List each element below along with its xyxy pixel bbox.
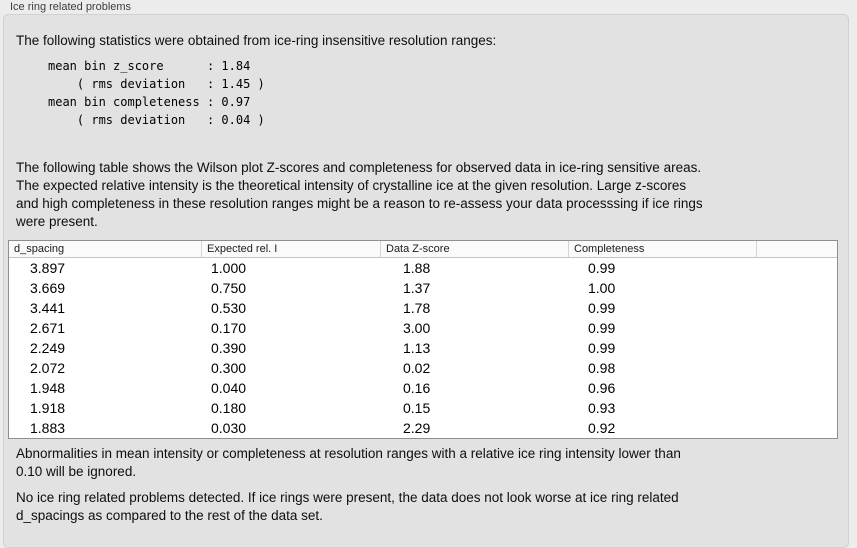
- table-row[interactable]: 2.671 0.170 3.00 0.99: [9, 318, 837, 338]
- ice-ring-table[interactable]: d_spacing Expected rel. I Data Z-score Comp…: [8, 240, 838, 439]
- table-body: 3.897 1.000 1.88 0.99 3.669 0.750 1.37 1.00 3.44…: [9, 258, 837, 438]
- table-cell: 0.180: [211, 400, 247, 416]
- table-cell: 3.669: [30, 280, 66, 296]
- table-cell: 0.02: [403, 360, 431, 376]
- column-header-expected-rel-i[interactable]: Expected rel. I: [202, 241, 381, 257]
- table-cell: 0.99: [588, 300, 616, 316]
- ignore-note: Abnormalities in mean intensity or compl…: [16, 446, 681, 479]
- table-cell: 2.671: [30, 320, 66, 336]
- table-cell: 1.13: [403, 340, 431, 356]
- table-row[interactable]: 3.441 0.530 1.78 0.99: [9, 298, 837, 318]
- stats-block: mean bin z_score : 1.84 ( rms deviation …: [48, 59, 265, 127]
- table-cell: 0.300: [211, 360, 247, 376]
- table-cell: 0.040: [211, 380, 247, 396]
- table-row[interactable]: 2.249 0.390 1.13 0.99: [9, 338, 837, 358]
- column-header-d-spacing[interactable]: d_spacing: [9, 241, 202, 257]
- table-row[interactable]: 3.897 1.000 1.88 0.99: [9, 258, 837, 278]
- table-cell: 0.530: [211, 300, 247, 316]
- table-cell: 0.98: [588, 360, 616, 376]
- table-cell: 0.99: [588, 340, 616, 356]
- column-header-data-z-score[interactable]: Data Z-score: [381, 241, 569, 257]
- conclusion-text: No ice ring related problems detected. I…: [16, 490, 679, 523]
- table-description: The following table shows the Wilson plo…: [16, 160, 703, 229]
- table-cell: 1.918: [30, 400, 66, 416]
- table-cell: 3.00: [403, 320, 431, 336]
- table-row[interactable]: 1.948 0.040 0.16 0.96: [9, 378, 837, 398]
- table-cell: 2.072: [30, 360, 66, 376]
- table-cell: 0.15: [403, 400, 431, 416]
- table-cell: 1.78: [403, 300, 431, 316]
- table-cell: 0.93: [588, 400, 616, 416]
- table-cell: 1.00: [588, 280, 616, 296]
- table-cell: 0.030: [211, 420, 247, 436]
- table-cell: 1.948: [30, 380, 66, 396]
- table-row[interactable]: 1.918 0.180 0.15 0.93: [9, 398, 837, 418]
- table-row[interactable]: 3.669 0.750 1.37 1.00: [9, 278, 837, 298]
- table-cell: 1.883: [30, 420, 66, 436]
- table-header-row: d_spacing Expected rel. I Data Z-score Comp…: [9, 241, 837, 258]
- table-cell: 0.16: [403, 380, 431, 396]
- table-cell: 3.897: [30, 260, 66, 276]
- table-cell: 0.92: [588, 420, 616, 436]
- table-cell: 2.29: [403, 420, 431, 436]
- table-cell: 0.390: [211, 340, 247, 356]
- table-cell: 3.441: [30, 300, 66, 316]
- table-cell: 0.750: [211, 280, 247, 296]
- table-cell: 1.37: [403, 280, 431, 296]
- table-row[interactable]: 2.072 0.300 0.02 0.98: [9, 358, 837, 378]
- table-cell: 0.170: [211, 320, 247, 336]
- ice-ring-groupbox: The following statistics were obtained f…: [3, 14, 849, 548]
- column-header-completeness[interactable]: Completeness: [569, 241, 757, 257]
- table-cell: 2.249: [30, 340, 66, 356]
- table-cell: 1.000: [211, 260, 247, 276]
- column-header-filler: [757, 241, 837, 257]
- table-cell: 1.88: [403, 260, 431, 276]
- table-cell: 0.99: [588, 320, 616, 336]
- table-row[interactable]: 1.883 0.030 2.29 0.92: [9, 418, 837, 438]
- section-title: Ice ring related problems: [10, 1, 132, 13]
- intro-text: The following statistics were obtained f…: [16, 33, 497, 48]
- table-cell: 0.96: [588, 380, 616, 396]
- table-cell: 0.99: [588, 260, 616, 276]
